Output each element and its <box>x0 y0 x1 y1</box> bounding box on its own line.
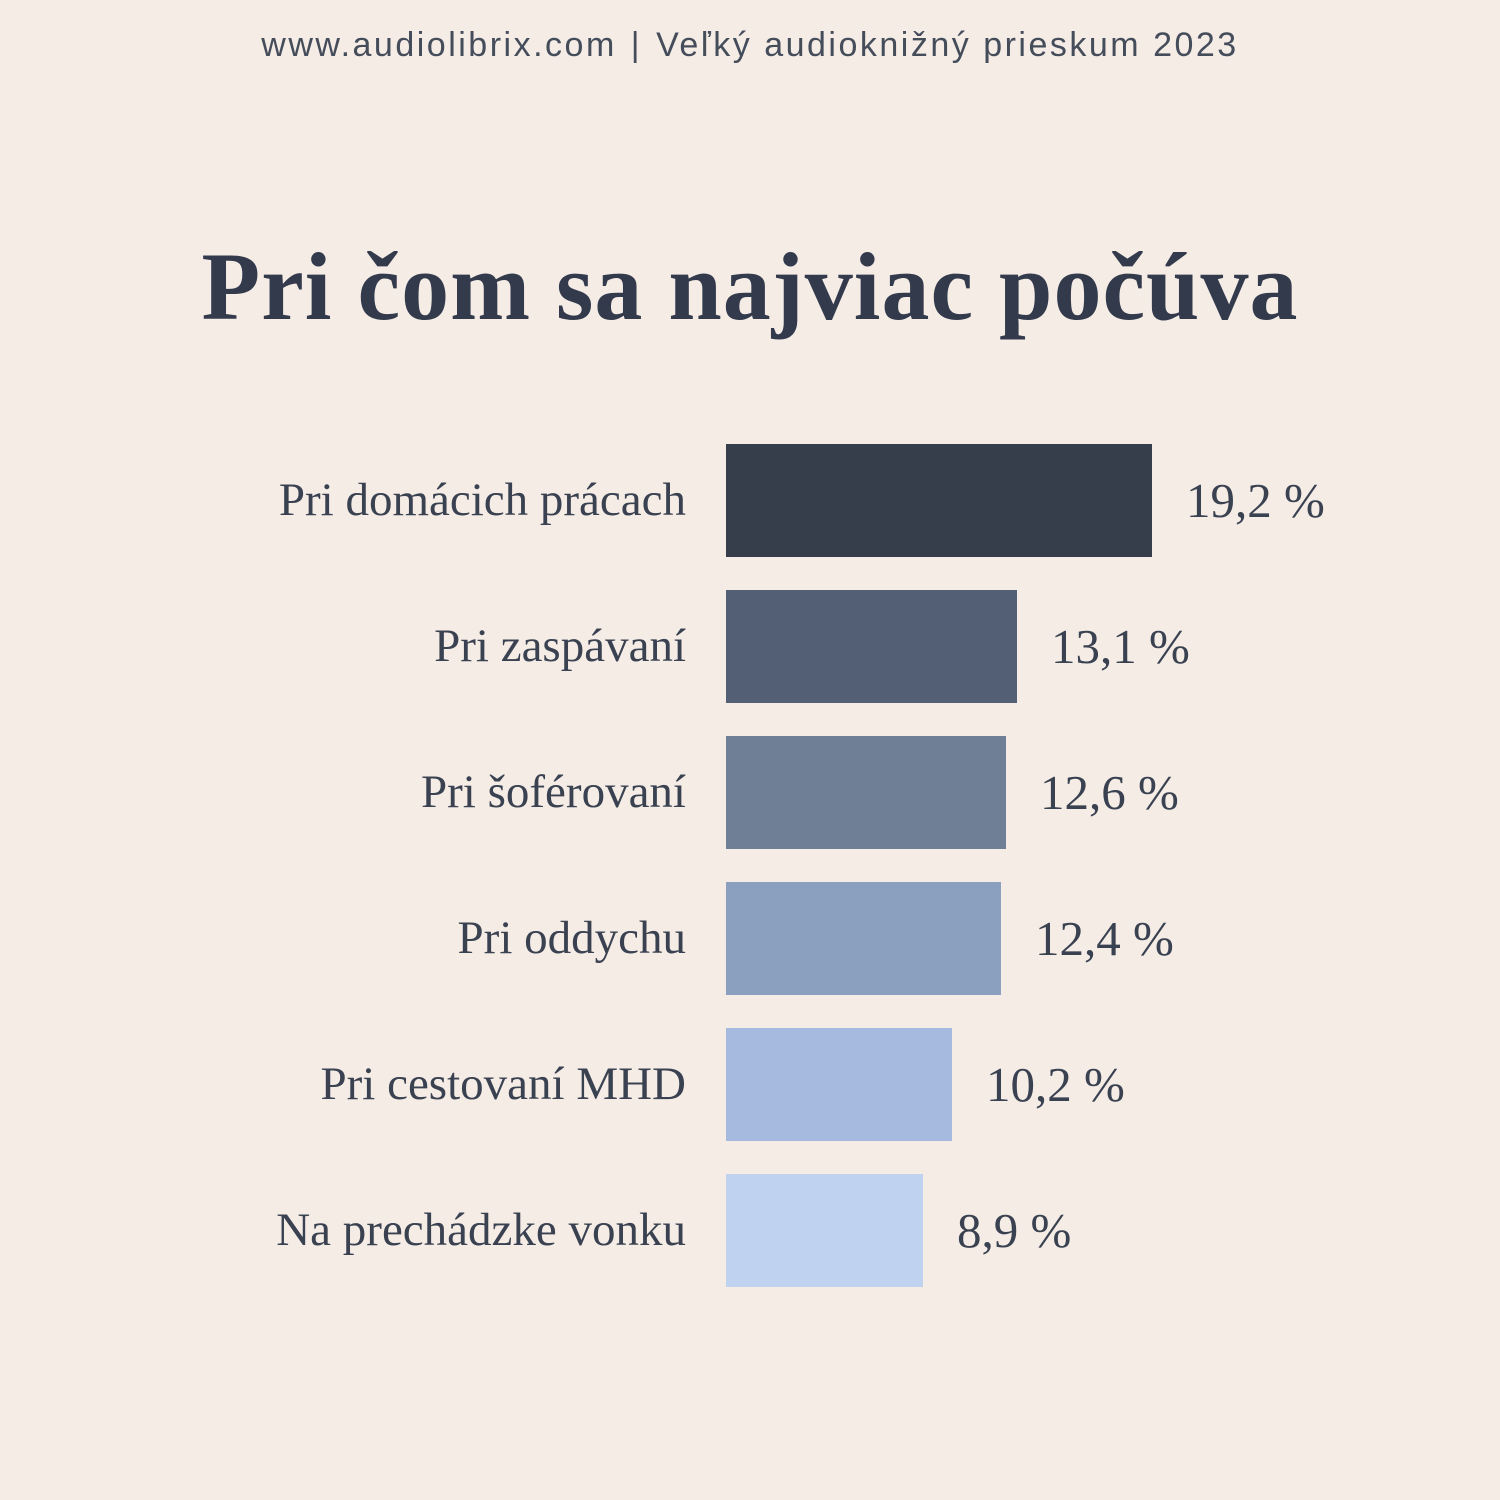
bar <box>726 1027 952 1141</box>
category-label: Na prechádzke vonku <box>276 1204 686 1257</box>
bar <box>726 881 1001 995</box>
website-text: www.audiolibrix.com <box>261 26 617 64</box>
value-label: 12,4 % <box>1035 910 1174 966</box>
value-label: 13,1 % <box>1051 618 1190 674</box>
chart-row: Pri domácich prácach 19,2 % <box>0 443 1500 557</box>
header-source-line: www.audiolibrix.com | Veľký audioknižný pr… <box>0 0 1500 65</box>
chart-rows: Pri domácich prácach 19,2 % Pri zaspávan… <box>0 443 1500 1287</box>
bar <box>726 443 1152 557</box>
chart-row: Pri zaspávaní 13,1 % <box>0 589 1500 703</box>
bar <box>726 1173 923 1287</box>
bar-chart: Pri domácich prácach 19,2 % Pri zaspávan… <box>0 443 1500 1287</box>
bar <box>726 589 1017 703</box>
category-label: Pri domácich prácach <box>278 474 686 527</box>
separator-bar: | <box>630 26 643 64</box>
survey-name-text: Veľký audioknižný prieskum 2023 <box>656 26 1239 64</box>
category-label: Pri oddychu <box>457 912 686 965</box>
category-label: Pri cestovaní MHD <box>320 1058 686 1111</box>
chart-row: Na prechádzke vonku 8,9 % <box>0 1173 1500 1287</box>
value-label: 19,2 % <box>1186 472 1325 528</box>
chart-title: Pri čom sa najviac počúva <box>201 233 1299 340</box>
value-label: 10,2 % <box>986 1056 1125 1112</box>
value-label: 12,6 % <box>1040 764 1179 820</box>
bar <box>726 735 1006 849</box>
category-label: Pri šoférovaní <box>421 766 686 819</box>
chart-row: Pri cestovaní MHD 10,2 % <box>0 1027 1500 1141</box>
category-label: Pri zaspávaní <box>434 620 686 673</box>
chart-row: Pri oddychu 12,4 % <box>0 881 1500 995</box>
chart-row: Pri šoférovaní 12,6 % <box>0 735 1500 849</box>
value-label: 8,9 % <box>957 1202 1072 1258</box>
